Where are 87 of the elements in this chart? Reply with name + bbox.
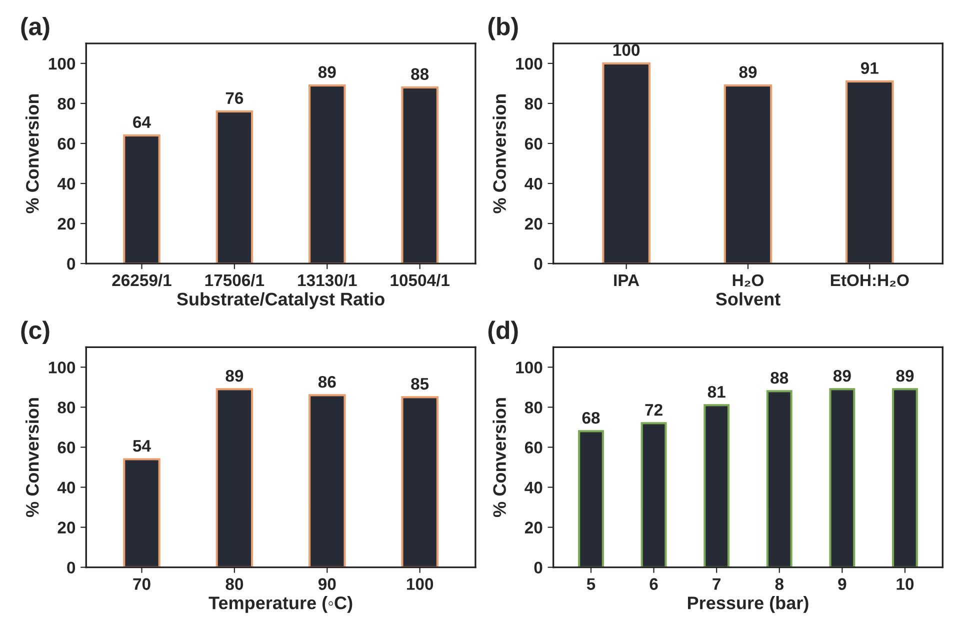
bar [401, 396, 438, 568]
bar [578, 430, 604, 568]
y-tick-label: 80 [524, 98, 542, 110]
bar [704, 404, 730, 568]
data-label: 76 [226, 92, 244, 104]
x-tick-label: H₂O [732, 274, 764, 287]
y-axis-title: % Conversion [492, 398, 506, 517]
y-tick-label: 40 [57, 178, 76, 190]
data-label: 68 [582, 412, 600, 424]
bar [123, 458, 160, 568]
data-label: 89 [896, 370, 914, 382]
data-label: 89 [739, 66, 757, 78]
bar [216, 388, 254, 568]
bar [308, 394, 346, 568]
x-tick-label: 26259/1 [112, 274, 172, 286]
y-tick-label: 100 [516, 58, 542, 70]
y-tick-label: 0 [67, 258, 76, 270]
x-tick-label: 17506/1 [205, 274, 264, 286]
data-label: 81 [708, 386, 726, 398]
x-tick-label: 8 [775, 578, 784, 590]
y-tick-label: 80 [58, 402, 76, 414]
x-tick-label: 5 [586, 578, 596, 590]
y-tick-label: 20 [58, 218, 76, 230]
x-axis-title: Temperature (◦C) [208, 596, 352, 613]
x-axis-title: Solvent [716, 292, 780, 306]
chart-title: (a) [21, 16, 50, 40]
x-tick-label: 10 [896, 578, 914, 590]
bar [308, 84, 346, 264]
data-label: 85 [411, 378, 429, 390]
x-tick-label: 10504/1 [390, 274, 450, 286]
x-axis-title: Substrate/Catalyst Ratio [176, 292, 384, 310]
y-tick-label: 40 [524, 178, 542, 190]
x-tick-label: 7 [712, 578, 720, 590]
y-axis-title: % Conversion [492, 94, 506, 214]
y-tick-label: 60 [524, 138, 542, 150]
data-label: 86 [318, 376, 336, 388]
y-tick-label: 80 [524, 402, 542, 414]
chart-title: (c) [21, 320, 50, 344]
bar [892, 388, 918, 568]
x-axis-title: Pressure (bar) [688, 596, 808, 613]
x-tick-label: 70 [133, 578, 150, 590]
x-tick-label: 9 [838, 578, 846, 590]
data-label: 88 [411, 68, 429, 80]
data-label: 64 [133, 116, 151, 128]
x-tick-label: EtOH:H₂O [830, 274, 909, 287]
data-label: 89 [833, 370, 851, 382]
chart-title: (b) [488, 16, 518, 40]
y-tick-label: 100 [48, 362, 76, 374]
y-tick-label: 20 [524, 218, 542, 230]
bar [123, 134, 160, 264]
y-axis-title: % Conversion [26, 398, 39, 517]
bar [724, 84, 772, 264]
x-tick-label: 100 [406, 578, 434, 590]
x-tick-label: 90 [318, 578, 336, 590]
y-tick-label: 0 [534, 562, 542, 574]
y-tick-label: 40 [524, 482, 542, 494]
y-tick-label: 0 [534, 258, 542, 270]
bar [216, 110, 254, 264]
bar [766, 390, 792, 568]
x-tick-label: 13130/1 [298, 274, 357, 286]
y-axis-title: % Conversion [26, 94, 39, 214]
y-tick-label: 60 [524, 442, 542, 454]
x-tick-label: IPA [614, 274, 640, 286]
bar [845, 80, 894, 264]
y-tick-label: 0 [67, 562, 76, 574]
data-label: 89 [318, 66, 336, 78]
bar [640, 422, 667, 568]
y-tick-label: 40 [57, 482, 76, 494]
chart-title: (d) [488, 320, 518, 344]
data-label: 72 [645, 404, 662, 416]
data-label: 89 [226, 370, 244, 382]
data-label: 54 [132, 440, 151, 452]
y-tick-label: 100 [48, 58, 76, 70]
bar [829, 388, 856, 568]
y-tick-label: 20 [524, 522, 542, 534]
data-label: 88 [770, 372, 788, 384]
data-label: 100 [613, 44, 640, 56]
y-tick-label: 60 [58, 138, 76, 150]
x-tick-label: 6 [650, 578, 658, 590]
y-tick-label: 20 [58, 522, 76, 534]
x-tick-label: 80 [226, 578, 244, 590]
bar [602, 62, 650, 264]
y-tick-label: 100 [516, 362, 542, 374]
y-tick-label: 80 [58, 98, 76, 110]
data-label: 91 [860, 62, 878, 74]
y-tick-label: 60 [58, 442, 76, 454]
bar [401, 86, 438, 264]
